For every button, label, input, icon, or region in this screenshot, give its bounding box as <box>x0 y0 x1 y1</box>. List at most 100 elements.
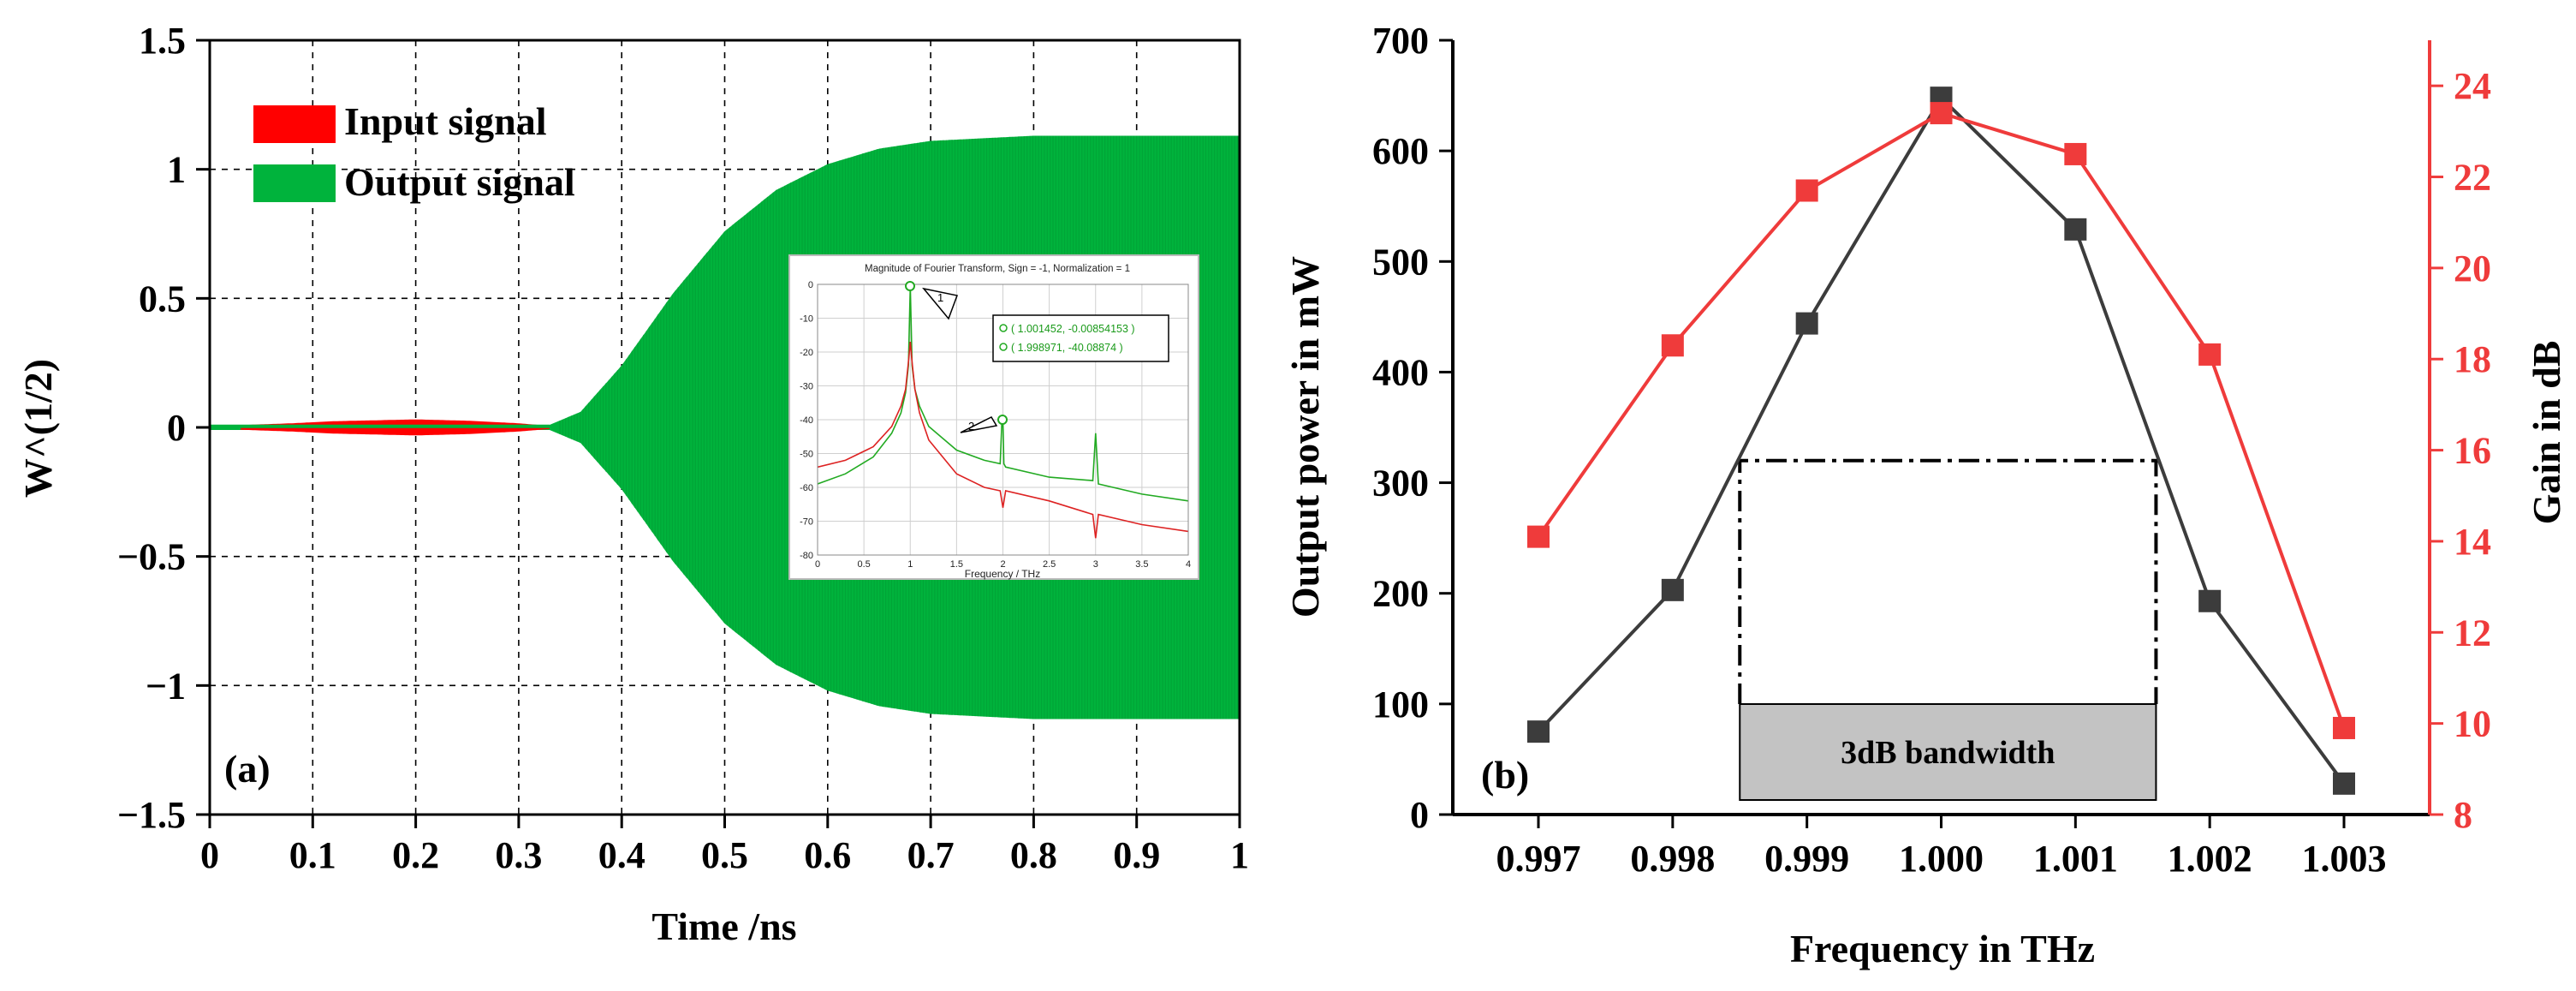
panel-b-ytick-label: 400 <box>1372 351 1429 393</box>
fft-inset-ytick-label: -30 <box>800 382 813 392</box>
fft-inset-ytick-label: -60 <box>800 483 813 493</box>
bandwidth-label-box <box>1739 703 2157 801</box>
panel-b-ytick-label: 0 <box>1410 794 1429 836</box>
fft-inset-frame <box>817 284 1189 556</box>
output-power-point <box>1527 720 1550 743</box>
panel-b-y2tick-label: 12 <box>2454 612 2491 654</box>
panel-b-xtick-label: 1.003 <box>2302 838 2387 880</box>
panel-a-ytick-label: 0 <box>167 407 186 449</box>
panel-b-y2tick-label: 24 <box>2454 65 2491 107</box>
panel-a-xtick-label: 0.7 <box>907 834 955 876</box>
fft-marker-2-label: 2 <box>968 420 974 433</box>
gain-point <box>1661 334 1684 357</box>
fft-readout-1-text: ( 1.001452, -0.00854153 ) <box>1011 323 1135 335</box>
gain-point <box>1930 102 1953 125</box>
gain-point <box>1527 525 1550 548</box>
fft-inset-xtick-label: 2 <box>1000 559 1005 570</box>
panel-b-xtick-label: 1.001 <box>2033 838 2118 880</box>
output-power-point <box>1795 312 1818 335</box>
panel-b-xtick-label: 0.998 <box>1630 838 1715 880</box>
panel-b-ytick-label: 100 <box>1372 684 1429 725</box>
panel-b-chart: 0.997 0.998 0.999 1.000 1.001 1.002 1.003 0100… <box>1283 20 2568 970</box>
legend-input-label: Input signal <box>344 99 547 143</box>
fft-readout-1-icon <box>999 324 1008 332</box>
panel-a-xtick-label: 0.2 <box>392 834 439 876</box>
fft-inset-series <box>818 285 1188 539</box>
fft-inset-y-ticks: 0 -10 -20 -30 -40 -50 -60 -70 -80 <box>800 280 813 561</box>
gain-point <box>2064 142 2087 165</box>
panel-b-y2-ticks: 8 10 12 14 16 18 20 22 24 <box>2430 65 2491 836</box>
panel-b-xlabel: Frequency in THz <box>1790 927 2095 970</box>
panel-a-ytick-label: 1.5 <box>139 20 186 62</box>
output-power-point <box>1661 578 1684 601</box>
fft-readout-2-icon <box>999 343 1008 351</box>
panel-a-xtick-label: 0.9 <box>1113 834 1160 876</box>
fft-inset-ytick-label: -70 <box>800 517 813 528</box>
fft-marker-2-flag <box>960 416 998 433</box>
panel-a-x-ticks: 0 0.1 0.2 0.3 0.4 0.5 0.6 0.7 0.8 0.9 1 <box>200 815 1249 876</box>
panel-a-xtick-label: 0.4 <box>598 834 645 876</box>
panel-b-ylabel: Output power in mW <box>1283 256 1327 618</box>
panel-a-ytick-label: 1 <box>167 149 186 191</box>
panel-b-xtick-label: 1.000 <box>1899 838 1984 880</box>
fft-inset: Magnitude of Fourier Transform, Sign = -… <box>788 254 1199 580</box>
panel-b-series <box>1527 87 2355 795</box>
fft-inset-line-red <box>818 342 1188 539</box>
fft-marker-2-point <box>997 415 1008 425</box>
panel-a-xtick-label: 1 <box>1230 834 1249 876</box>
fft-inset-xtick-label: 3.5 <box>1135 559 1148 570</box>
fft-inset-xtick-label: 4 <box>1186 559 1191 570</box>
panel-b-ytick-label: 600 <box>1372 130 1429 172</box>
output-power-point <box>2333 772 2355 795</box>
panel-b-ytick-label: 500 <box>1372 241 1429 283</box>
panel-a-xtick-label: 0.1 <box>289 834 336 876</box>
legend-input-swatch <box>253 105 336 143</box>
panel-b-xtick-label: 1.002 <box>2168 838 2252 880</box>
panel-a-legend: Input signal Output signal <box>253 99 575 204</box>
panel-b-y-ticks: 0 100 200 300 400 500 600 700 <box>1372 20 1453 836</box>
fft-inset-line-green <box>818 285 1188 502</box>
panel-b-x-ticks: 0.997 0.998 0.999 1.000 1.001 1.002 1.003 <box>1496 815 2387 880</box>
fft-inset-ytick-label: -20 <box>800 348 813 358</box>
fft-inset-ytick-label: -50 <box>800 450 813 460</box>
panel-a-xtick-label: 0.5 <box>701 834 748 876</box>
series-line-output-power <box>1537 94 2346 785</box>
fft-readout-box <box>992 314 1169 362</box>
panel-b-y2tick-label: 16 <box>2454 430 2491 472</box>
series-line-gain <box>1537 110 2346 729</box>
panel-b-letter: (b) <box>1481 753 1529 797</box>
panel-a-letter: (a) <box>224 747 271 791</box>
fft-inset-xtick-label: 3 <box>1093 559 1098 570</box>
panel-b-y2tick-label: 14 <box>2454 521 2491 563</box>
panel-a-ytick-label: −0.5 <box>117 536 186 578</box>
panel-a-ytick-label: −1.5 <box>117 794 186 836</box>
panel-b-y2tick-label: 10 <box>2454 703 2491 745</box>
legend-output-label: Output signal <box>344 160 575 204</box>
panel-b-y2tick-label: 20 <box>2454 248 2491 290</box>
panel-a-xtick-label: 0.8 <box>1010 834 1057 876</box>
fft-inset-xtick-label: 0.5 <box>857 559 870 570</box>
panel-a-xtick-label: 0.6 <box>804 834 851 876</box>
panel-b-ytick-label: 300 <box>1372 463 1429 504</box>
fft-marker-1-label: 1 <box>937 291 943 304</box>
fft-readout-2-text: ( 1.998971, -40.08874 ) <box>1011 342 1123 354</box>
panel-a-xtick-label: 0.3 <box>495 834 542 876</box>
panel-b-y2tick-label: 8 <box>2454 794 2472 836</box>
panel-a-ylabel: W^(1/2) <box>16 359 60 498</box>
gain-point <box>2333 716 2355 739</box>
bandwidth-annotation: 3dB bandwidth <box>1738 458 2158 801</box>
fft-inset-ytick-label: 0 <box>808 280 813 290</box>
panel-b-xtick-label: 0.997 <box>1496 838 1581 880</box>
bandwidth-bracket <box>1738 458 2158 704</box>
fft-inset-ytick-label: -40 <box>800 415 813 426</box>
fft-inset-xtick-label: 0 <box>815 559 820 570</box>
output-power-point <box>2064 218 2087 241</box>
gain-point <box>2198 343 2222 366</box>
fft-inset-xtick-label: 1.5 <box>950 559 963 570</box>
fft-marker-1-flag <box>922 287 959 320</box>
panel-a-xtick-label: 0 <box>200 834 219 876</box>
panel-a-chart: 0 0.1 0.2 0.3 0.4 0.5 0.6 0.7 0.8 0.9 1 −1.5 −1 −0.5… <box>16 20 1249 948</box>
gain-point <box>1795 179 1818 202</box>
panel-a-ytick-label: −1 <box>146 665 186 707</box>
